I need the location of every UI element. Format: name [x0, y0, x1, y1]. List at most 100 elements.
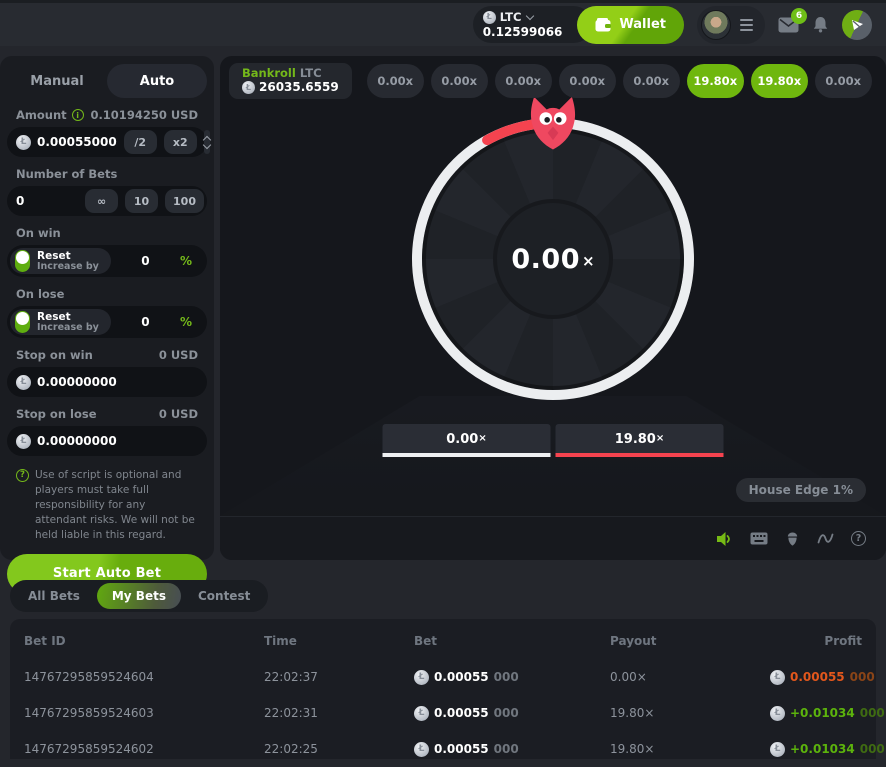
- tab-manual[interactable]: Manual: [30, 73, 84, 89]
- live-stats-button[interactable]: [817, 531, 834, 546]
- stop-on-lose-input[interactable]: 0.00000000: [37, 434, 117, 448]
- col-time: Time: [264, 634, 297, 648]
- table-header: Bet ID Time Bet Payout Profit: [24, 621, 862, 659]
- profile-list-icon: [740, 18, 753, 31]
- history-pill[interactable]: 0.00x: [622, 64, 680, 99]
- history-pill[interactable]: 0.00x: [366, 64, 424, 99]
- on-lose-increase-label: Increase by: [37, 321, 99, 333]
- wallet-button[interactable]: Wallet: [577, 5, 684, 44]
- amount-stepper[interactable]: [202, 130, 211, 154]
- bets-10-button[interactable]: 10: [125, 189, 159, 213]
- on-win-percent-label: %: [179, 254, 192, 268]
- stop-on-win-input[interactable]: 0.00000000: [37, 375, 117, 389]
- info-icon[interactable]: i: [71, 109, 84, 121]
- half-amount-button[interactable]: /2: [123, 130, 157, 154]
- wallet-label: Wallet: [619, 17, 666, 32]
- bets-tabs: All Bets My Bets Contest: [10, 580, 269, 612]
- disclaimer-text: Use of script is optional and players mu…: [35, 469, 195, 541]
- coin-icon: Ł: [242, 81, 255, 95]
- tab-my-bets[interactable]: My Bets: [96, 583, 181, 609]
- history-pill[interactable]: 0.00x: [430, 64, 488, 99]
- messages-button[interactable]: 6: [778, 7, 807, 33]
- stop-on-win-field: Ł 0.00000000: [7, 367, 207, 397]
- coin-icon: Ł: [414, 705, 429, 721]
- coin-icon: Ł: [770, 741, 785, 757]
- bets-section: All Bets My Bets Contest Bet ID Time Bet…: [10, 580, 885, 759]
- game-panel: Bankroll LTC Ł 26035.6559 0.00x 0.00x 0.…: [220, 56, 886, 560]
- chevron-down-icon: [526, 11, 535, 21]
- result-history: 0.00x 0.00x 0.00x 0.00x 0.00x 19.80x 19.…: [366, 64, 872, 99]
- bankroll-value: 26035.6559: [259, 80, 339, 95]
- notifications-button[interactable]: [812, 16, 829, 33]
- history-pill[interactable]: 0.00x: [814, 64, 872, 99]
- sound-button[interactable]: [716, 531, 733, 547]
- bets-100-button[interactable]: 100: [165, 189, 204, 213]
- help-icon: ?: [851, 531, 866, 546]
- bankroll-label: Bankroll: [242, 66, 296, 80]
- bet-time: 22:02:31: [264, 706, 318, 720]
- bet-option-red[interactable]: 19.80×: [555, 424, 724, 457]
- mode-tabs: Manual Auto: [7, 64, 207, 98]
- acorn-icon: [787, 531, 798, 546]
- bet-option-white[interactable]: 0.00×: [382, 424, 551, 457]
- col-bet: Bet: [414, 634, 438, 648]
- history-pill-win[interactable]: 19.80x: [686, 64, 744, 99]
- on-lose-row: Reset Increase by 0 %: [7, 306, 207, 338]
- history-pill[interactable]: 0.00x: [494, 64, 552, 99]
- tab-auto[interactable]: Auto: [107, 64, 207, 98]
- bet-id: 14767295859524603: [24, 706, 154, 720]
- history-pill[interactable]: 0.00x: [558, 64, 616, 99]
- profile-menu[interactable]: [697, 5, 765, 44]
- double-amount-button[interactable]: x2: [163, 130, 197, 154]
- bet-time: 22:02:37: [264, 670, 318, 684]
- bet-option-buttons: 0.00× 19.80×: [382, 424, 724, 457]
- amount-input[interactable]: 0.00055000: [37, 135, 117, 149]
- on-win-row: Reset Increase by 0 %: [7, 245, 207, 277]
- number-of-bets-label: Number of Bets: [16, 167, 118, 181]
- on-lose-toggle[interactable]: Reset Increase by: [10, 309, 111, 335]
- number-of-bets-input[interactable]: 0: [16, 194, 25, 208]
- site-logo[interactable]: [842, 9, 872, 40]
- history-pill-win[interactable]: 19.80x: [750, 64, 808, 99]
- bet-profit: Ł +0.01034 000: [770, 741, 885, 757]
- on-win-toggle[interactable]: Reset Increase by: [10, 248, 111, 274]
- bet-profit: Ł 0.00055 000: [770, 669, 875, 685]
- logo-glyph-icon: [852, 19, 863, 30]
- table-row[interactable]: 14767295859524604 22:02:37 Ł 0.00055 000 …: [24, 659, 875, 695]
- hotkeys-button[interactable]: [750, 532, 768, 545]
- amount-label: Amount i: [16, 108, 84, 122]
- table-row[interactable]: 14767295859524603 22:02:31 Ł 0.00055 000 …: [24, 695, 885, 731]
- stop-on-win-usd: 0 USD: [158, 348, 198, 362]
- infinity-bets-button[interactable]: ∞: [85, 189, 119, 213]
- table-row[interactable]: 14767295859524602 22:02:25 Ł 0.00055 000 …: [24, 731, 885, 767]
- bankroll-display: Bankroll LTC Ł 26035.6559: [229, 63, 352, 100]
- bets-table: Bet ID Time Bet Payout Profit 1476729585…: [10, 619, 885, 759]
- coin-icon: Ł: [16, 374, 31, 390]
- stop-on-lose-usd: 0 USD: [158, 407, 198, 421]
- question-icon: ?: [16, 469, 29, 482]
- tab-all-bets[interactable]: All Bets: [28, 589, 80, 603]
- bankroll-currency: LTC: [299, 66, 322, 80]
- on-lose-label: On lose: [16, 287, 65, 301]
- on-lose-value-input[interactable]: 0: [141, 315, 150, 329]
- bet-payout: 19.80×: [610, 706, 655, 720]
- wheel-result-display: 0.00 ×: [493, 199, 613, 319]
- bet-payout: 0.00×: [610, 670, 647, 684]
- main-area: Manual Auto Amount i 0.10194250 USD Ł 0.…: [0, 46, 886, 594]
- col-bet-id: Bet ID: [24, 634, 66, 648]
- col-profit: Profit: [824, 634, 862, 648]
- tab-contest[interactable]: Contest: [197, 589, 251, 603]
- help-button[interactable]: ?: [851, 531, 866, 546]
- wallet-icon: [595, 17, 612, 31]
- coin-icon: Ł: [16, 433, 31, 449]
- messages-badge: 6: [791, 7, 807, 24]
- script-disclaimer: ? Use of script is optional and players …: [16, 468, 198, 543]
- currency-selector[interactable]: Ł LTC 0.12599066: [472, 6, 593, 43]
- seed-button[interactable]: [785, 531, 800, 547]
- bet-time: 22:02:25: [264, 742, 318, 756]
- wheel-times-symbol: ×: [582, 251, 595, 270]
- wheel-multiplier: 0.00: [511, 243, 581, 275]
- owl-pointer-icon: [530, 96, 576, 150]
- on-win-value-input[interactable]: 0: [141, 254, 150, 268]
- on-win-label: On win: [16, 226, 61, 240]
